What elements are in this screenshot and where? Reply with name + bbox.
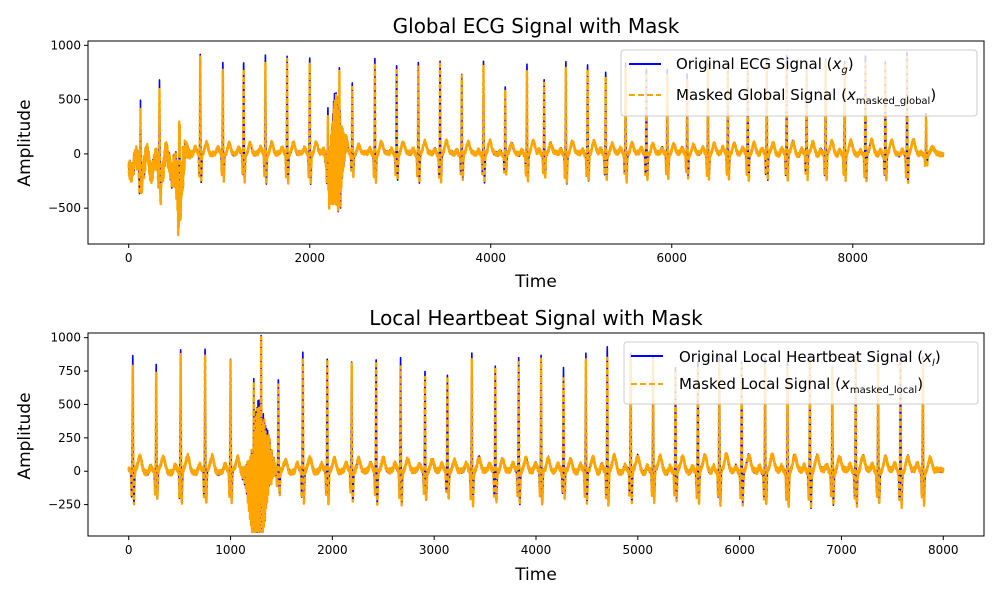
local-heartbeat-ticks: 0 1000 2000 3000 4000 5000 6000 7000 8000 −250 0 25… — [48, 331, 959, 557]
local-heartbeat-xtick-label: 6000 — [724, 543, 755, 557]
local-heartbeat-xtick-label: 5000 — [623, 543, 654, 557]
local-heartbeat-legend-box — [623, 341, 979, 405]
global-ecg-title: Global ECG Signal with Mask — [393, 14, 680, 38]
local-heartbeat-xtick-label: 2000 — [317, 543, 348, 557]
local-heartbeat-panel: Local Heartbeat Signal with Mask 0 1000 20… — [15, 306, 985, 585]
global-ecg-ytick-label: 0 — [73, 147, 81, 161]
global-ecg-series-masked — [127, 54, 945, 237]
global-ecg-plot-area — [127, 51, 945, 237]
local-heartbeat-plot-area — [127, 334, 945, 534]
global-ecg-xtick-label: 4000 — [475, 251, 506, 265]
local-heartbeat-ytick-label: 500 — [58, 397, 81, 411]
local-heartbeat-xlabel: Time — [514, 565, 557, 585]
local-heartbeat-legend-label-masked: Masked Local Signal (xmasked_local) — [679, 375, 923, 396]
local-heartbeat-xtick-label: 7000 — [826, 543, 857, 557]
local-heartbeat-ytick-label: 1000 — [50, 331, 81, 345]
global-ecg-ytick-label: 1000 — [50, 38, 81, 52]
global-ecg-ticks: 0 2000 4000 6000 8000 −500 0 500 1000 — [48, 38, 868, 265]
local-heartbeat-ytick-label: −250 — [48, 498, 81, 512]
local-heartbeat-xtick-label: 1000 — [215, 543, 246, 557]
global-ecg-xtick-label: 6000 — [656, 251, 687, 265]
global-ecg-panel: Global ECG Signal with Mask 0 2000 4000 600… — [15, 14, 985, 292]
local-heartbeat-ytick-label: 750 — [58, 364, 81, 378]
global-ecg-xtick-label: 2000 — [294, 251, 325, 265]
local-heartbeat-axes-frame — [87, 332, 985, 537]
global-ecg-ytick-label: −500 — [48, 201, 81, 215]
global-ecg-xtick-label: 8000 — [837, 251, 868, 265]
global-ecg-ylabel: Amplitude — [15, 99, 35, 186]
local-heartbeat-xtick-label: 4000 — [521, 543, 552, 557]
local-heartbeat-series-masked — [127, 335, 945, 534]
global-ecg-legend-label-original: Original ECG Signal (xg) — [676, 55, 854, 76]
local-heartbeat-title: Local Heartbeat Signal with Mask — [369, 306, 703, 330]
global-ecg-legend-box — [620, 49, 978, 117]
local-heartbeat-xtick-label: 0 — [125, 543, 133, 557]
global-ecg-ytick-label: 500 — [58, 93, 81, 107]
local-heartbeat-xtick-label: 8000 — [928, 543, 959, 557]
local-heartbeat-ylabel: Amplitude — [15, 392, 35, 479]
local-heartbeat-legend-label-original: Original Local Heartbeat Signal (xl) — [679, 348, 941, 369]
local-heartbeat-legend: Original Local Heartbeat Signal (xl) Mas… — [623, 341, 979, 405]
global-ecg-xlabel: Time — [514, 272, 557, 292]
global-ecg-axes-frame — [87, 40, 985, 245]
global-ecg-legend: Original ECG Signal (xg) Masked Global S… — [620, 49, 978, 117]
local-heartbeat-ytick-label: 0 — [73, 464, 81, 478]
global-ecg-legend-label-masked: Masked Global Signal (xmasked_global) — [676, 86, 936, 107]
global-ecg-xtick-label: 0 — [125, 251, 133, 265]
local-heartbeat-xtick-label: 3000 — [419, 543, 450, 557]
local-heartbeat-ytick-label: 250 — [58, 431, 81, 445]
